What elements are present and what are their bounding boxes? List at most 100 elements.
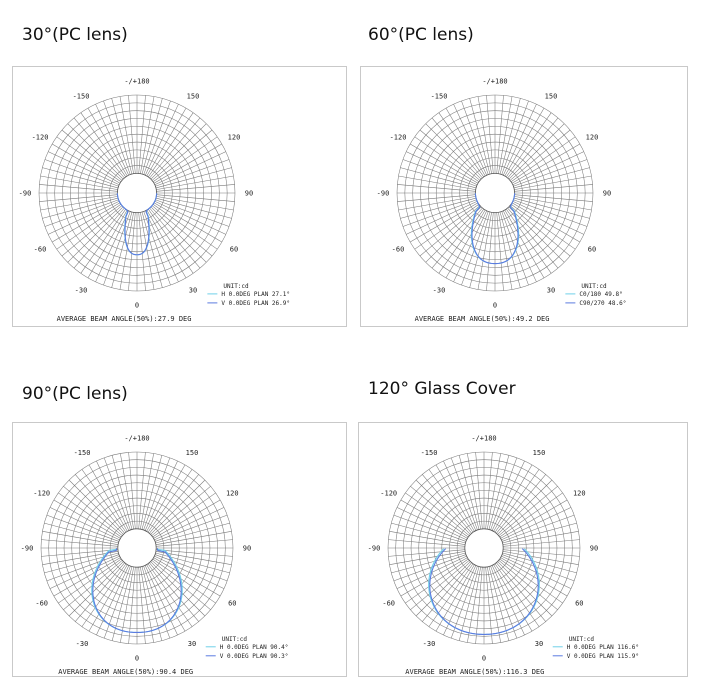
polar-spoke — [397, 194, 476, 202]
angle-tick-label: 0 — [135, 655, 139, 663]
polar-spoke — [156, 194, 235, 202]
angle-tick-label: 120 — [226, 490, 239, 498]
polar-spoke — [496, 474, 546, 534]
polar-spoke — [143, 457, 171, 531]
polar-spoke — [494, 469, 540, 533]
polar-spoke — [501, 211, 529, 286]
angle-tick-label: -120 — [380, 490, 397, 498]
angle-tick-label: -90 — [19, 190, 32, 198]
polar-spoke — [402, 199, 477, 227]
polar-spoke — [405, 558, 469, 604]
average-beam-angle: AVERAGE BEAM ANGLE(50%):27.9 DEG — [57, 315, 192, 323]
polar-spoke — [42, 197, 119, 219]
polar-spoke — [152, 204, 218, 250]
average-beam-angle: AVERAGE BEAM ANGLE(50%):116.3 DEG — [405, 668, 544, 676]
polar-spoke — [147, 563, 193, 627]
polar-spoke — [49, 555, 120, 589]
polar-spoke — [500, 499, 568, 539]
polar-spoke — [154, 555, 225, 589]
polar-spoke — [147, 469, 193, 533]
polar-spoke — [138, 212, 146, 291]
polar-spoke — [140, 453, 154, 530]
angle-tick-label: -30 — [423, 640, 436, 648]
polar-spoke — [141, 211, 163, 288]
polar-spoke — [508, 123, 565, 180]
polar-spoke — [499, 98, 521, 175]
polar-spoke — [140, 212, 155, 290]
angle-tick-label: 60 — [588, 246, 596, 254]
polar-spoke — [410, 560, 470, 610]
polar-grid — [38, 94, 236, 292]
polar-spoke — [410, 486, 470, 536]
polar-spoke — [152, 136, 218, 182]
polar-spoke — [111, 98, 133, 175]
polar-chart-30: -/+180 150 120 90 60 30 0 -30 -60 -90 -120 -150 UNIT… — [12, 66, 347, 327]
polar-chart-svg: -/+180 150 120 90 60 30 0 -30 -60 -90 -120 -150 UNIT… — [368, 435, 639, 677]
polar-grid — [396, 94, 594, 292]
polar-spoke — [103, 100, 131, 175]
polar-spoke — [153, 499, 221, 539]
polar-spoke — [503, 104, 537, 176]
polar-spoke — [396, 507, 467, 541]
polar-spoke — [111, 566, 133, 641]
polar-spoke — [144, 460, 178, 531]
polar-spoke — [499, 211, 521, 288]
polar-spoke — [490, 565, 518, 639]
polar-spoke — [67, 206, 124, 263]
polar-spoke — [155, 551, 232, 565]
polar-spoke — [435, 564, 475, 632]
polar-spoke — [46, 514, 120, 542]
polar-spoke — [490, 457, 518, 531]
polar-spoke — [486, 95, 494, 174]
polar-spoke — [39, 194, 118, 202]
polar-spoke — [397, 184, 476, 192]
polar-spoke — [512, 201, 584, 235]
polar-spoke — [68, 561, 124, 617]
polar-spoke — [155, 522, 230, 544]
polar-spoke — [138, 95, 146, 174]
polar-spoke — [428, 563, 474, 627]
polar-chart-svg: -/+180 150 120 90 60 30 0 -30 -60 -90 -120 -150 UNIT… — [19, 78, 290, 324]
polar-spoke — [146, 564, 186, 632]
panel-title-120: 120° Glass Cover — [368, 379, 516, 399]
polar-hub — [117, 528, 157, 568]
polar-grid — [387, 451, 581, 645]
legend-label: H 0.0DEG PLAN 116.6° — [567, 644, 639, 651]
polar-spoke — [509, 205, 571, 257]
unit-label: UNIT:cd — [223, 283, 249, 290]
polar-spoke — [400, 197, 477, 219]
polar-spoke — [150, 123, 207, 180]
polar-spoke — [149, 117, 201, 179]
polar-hub — [475, 173, 516, 214]
polar-spoke — [445, 209, 486, 279]
polar-spoke — [502, 551, 579, 565]
polar-spoke — [499, 492, 563, 538]
polar-spoke — [414, 204, 480, 250]
polar-spoke — [44, 199, 119, 227]
polar-spoke — [391, 522, 466, 544]
polar-spoke — [41, 539, 118, 547]
polar-spoke — [453, 104, 487, 176]
polar-spoke — [425, 206, 482, 263]
polar-spoke — [141, 566, 163, 641]
polar-spoke — [498, 560, 558, 610]
angle-tick-label: 30 — [547, 287, 555, 295]
polar-spoke — [145, 210, 179, 282]
polar-spoke — [73, 117, 125, 179]
polar-spoke — [443, 460, 477, 531]
polar-spoke — [409, 143, 479, 184]
polar-spoke — [152, 492, 216, 538]
polar-spoke — [128, 452, 136, 529]
polar-spoke — [144, 565, 178, 636]
polar-spoke — [128, 95, 136, 174]
polar-spoke — [458, 566, 480, 641]
polar-spoke — [53, 499, 121, 539]
polar-spoke — [154, 554, 228, 582]
polar-spoke — [156, 539, 233, 547]
polar-spoke — [500, 557, 568, 597]
polar-spoke — [514, 184, 593, 192]
angle-tick-label: -150 — [421, 449, 438, 457]
angle-tick-label: -/+180 — [124, 78, 149, 86]
polar-spoke — [503, 210, 537, 282]
polar-spoke — [149, 562, 199, 622]
